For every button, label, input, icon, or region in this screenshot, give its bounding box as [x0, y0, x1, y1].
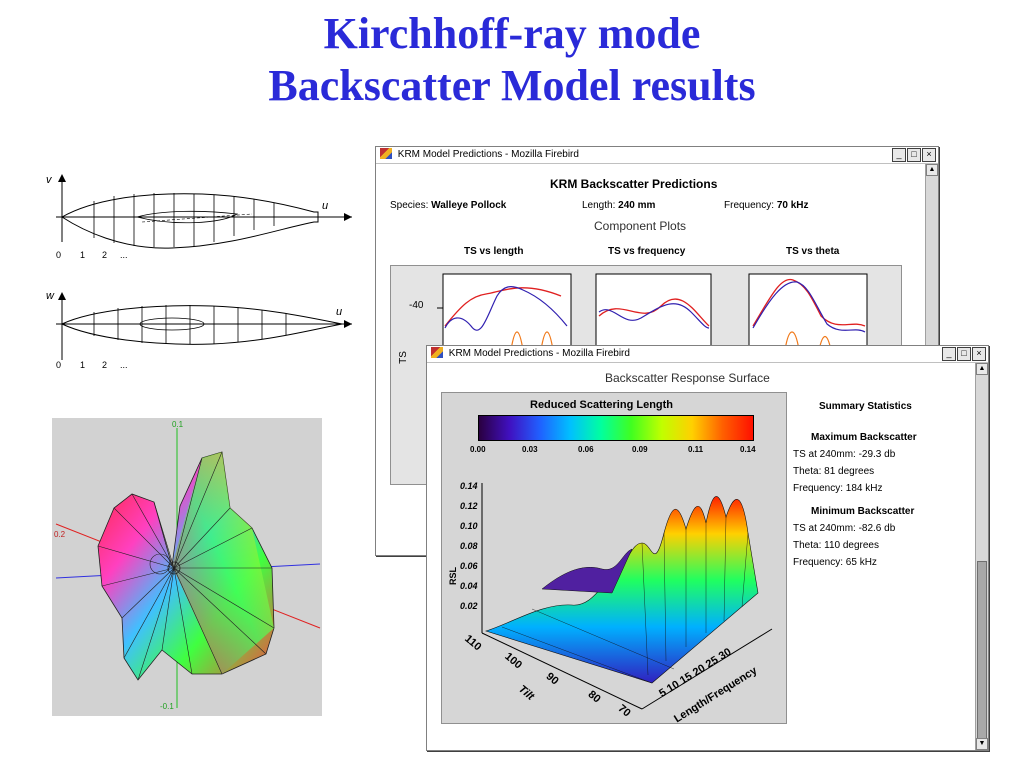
v-axis-label: v	[46, 174, 52, 186]
polar-tick-bottom: -0.1	[160, 702, 174, 711]
colorbar-tick-3: 0.09	[632, 445, 648, 454]
scroll-up-arrow[interactable]: ▲	[926, 164, 938, 176]
species-label-text: Species:	[390, 200, 429, 211]
minimize-button[interactable]: _	[942, 347, 956, 361]
z-tick-1: 0.12	[460, 501, 478, 511]
response-surface-window[interactable]: KRM Model Predictions - Mozilla Firebird…	[426, 345, 989, 751]
min-frequency-value: Frequency: 65 kHz	[793, 557, 877, 568]
plot-title-length: TS vs length	[464, 246, 524, 257]
max-theta-value: Theta: 81 degrees	[793, 466, 875, 477]
window-title: KRM Model Predictions - Mozilla Firebird	[448, 348, 630, 359]
ts-y-tick: -40	[409, 300, 424, 311]
frequency-label: Frequency: 70 kHz	[724, 200, 809, 211]
slide-title-line1: Kirchhoff-ray mode	[323, 9, 701, 58]
tick-ellipsis: ...	[120, 250, 128, 260]
polar-tick-top: 0.1	[172, 420, 184, 429]
close-button[interactable]: ×	[972, 347, 986, 361]
colorbar-title: Reduced Scattering Length	[530, 399, 674, 411]
surface-plot-svg	[481, 483, 773, 710]
summary-title: Summary Statistics	[819, 401, 912, 412]
maximize-button[interactable]: □	[957, 347, 971, 361]
plot-title-frequency: TS vs frequency	[608, 246, 686, 257]
length-label-text: Length:	[582, 200, 616, 211]
tick-ellipsis-bottom: ...	[120, 360, 128, 370]
window-titlebar[interactable]: KRM Model Predictions - Mozilla Firebird…	[427, 346, 988, 363]
max-backscatter-title: Maximum Backscatter	[811, 432, 917, 443]
species-value: Walleye Pollock	[431, 200, 507, 211]
tick-1-bottom: 1	[80, 360, 86, 370]
vertical-scrollbar[interactable]: ▲ ▼	[975, 363, 988, 750]
predictions-heading: KRM Backscatter Predictions	[550, 177, 718, 191]
min-theta-value: Theta: 110 degrees	[793, 540, 879, 551]
length-value: 240 mm	[618, 200, 656, 211]
colorbar-tick-2: 0.06	[578, 445, 594, 454]
length-label: Length: 240 mm	[582, 200, 655, 211]
colorbar	[478, 415, 754, 441]
plot-title-theta: TS vs theta	[786, 246, 840, 257]
slide-title-line2: Backscatter Model results	[268, 61, 756, 110]
tick-2-bottom: 2	[102, 360, 108, 370]
polar-pattern-plot: 0.1 0.2 -0.1	[52, 418, 322, 716]
polar-pattern-drawing	[55, 428, 321, 708]
window-title: KRM Model Predictions - Mozilla Firebird	[397, 149, 579, 160]
z-tick-4: 0.06	[460, 561, 478, 571]
z-tick-0: 0.14	[460, 481, 478, 491]
colorbar-tick-1: 0.03	[522, 445, 538, 454]
min-backscatter-title: Minimum Backscatter	[811, 506, 915, 517]
component-plots-title: Component Plots	[594, 219, 687, 233]
z-tick-6: 0.02	[460, 601, 478, 611]
tick-0: 0	[56, 250, 62, 260]
fish-side-view-drawing	[56, 174, 352, 249]
firebird-icon	[380, 148, 392, 159]
max-frequency-value: Frequency: 184 kHz	[793, 483, 883, 494]
min-ts-value: TS at 240mm: -82.6 db	[793, 523, 896, 534]
w-axis-label: w	[46, 290, 54, 302]
tick-1: 1	[80, 250, 86, 260]
scroll-up-arrow[interactable]: ▲	[976, 363, 988, 375]
colorbar-tick-4: 0.11	[688, 445, 704, 454]
tick-0-bottom: 0	[56, 360, 62, 370]
species-label: Species: Walleye Pollock	[390, 200, 506, 211]
z-tick-3: 0.08	[460, 541, 478, 551]
frequency-value: 70 kHz	[776, 200, 809, 211]
z-tick-5: 0.04	[460, 581, 478, 591]
fish-top-view-drawing	[56, 292, 352, 360]
u-axis-label: u	[322, 200, 329, 212]
window-titlebar[interactable]: KRM Model Predictions - Mozilla Firebird…	[376, 147, 938, 164]
u-axis-label-bottom: u	[336, 306, 343, 318]
surface-plot-panel: Reduced Scattering Length 0.00 0.03 0.06…	[441, 392, 787, 725]
slide-title: Kirchhoff-ray mode Backscatter Model res…	[0, 8, 1024, 112]
fish-diagram-bottom: w u 0 1 2 ...	[46, 290, 362, 374]
minimize-button[interactable]: _	[892, 148, 906, 162]
colorbar-tick-5: 0.14	[740, 445, 756, 454]
z-axis-label: RSL	[448, 567, 458, 585]
close-button[interactable]: ×	[922, 148, 936, 162]
polar-tick-left: 0.2	[54, 530, 66, 539]
tick-2: 2	[102, 250, 108, 260]
maximize-button[interactable]: □	[907, 148, 921, 162]
scroll-down-arrow[interactable]: ▼	[976, 738, 988, 750]
max-ts-value: TS at 240mm: -29.3 db	[793, 449, 896, 460]
scroll-thumb[interactable]	[977, 561, 987, 741]
fish-diagram-top: v u 0 1 2 ...	[46, 170, 362, 262]
colorbar-tick-0: 0.00	[470, 445, 486, 454]
response-surface-heading: Backscatter Response Surface	[605, 371, 770, 385]
z-tick-2: 0.10	[460, 521, 478, 531]
firebird-icon	[431, 347, 443, 358]
frequency-label-text: Frequency:	[724, 200, 775, 211]
